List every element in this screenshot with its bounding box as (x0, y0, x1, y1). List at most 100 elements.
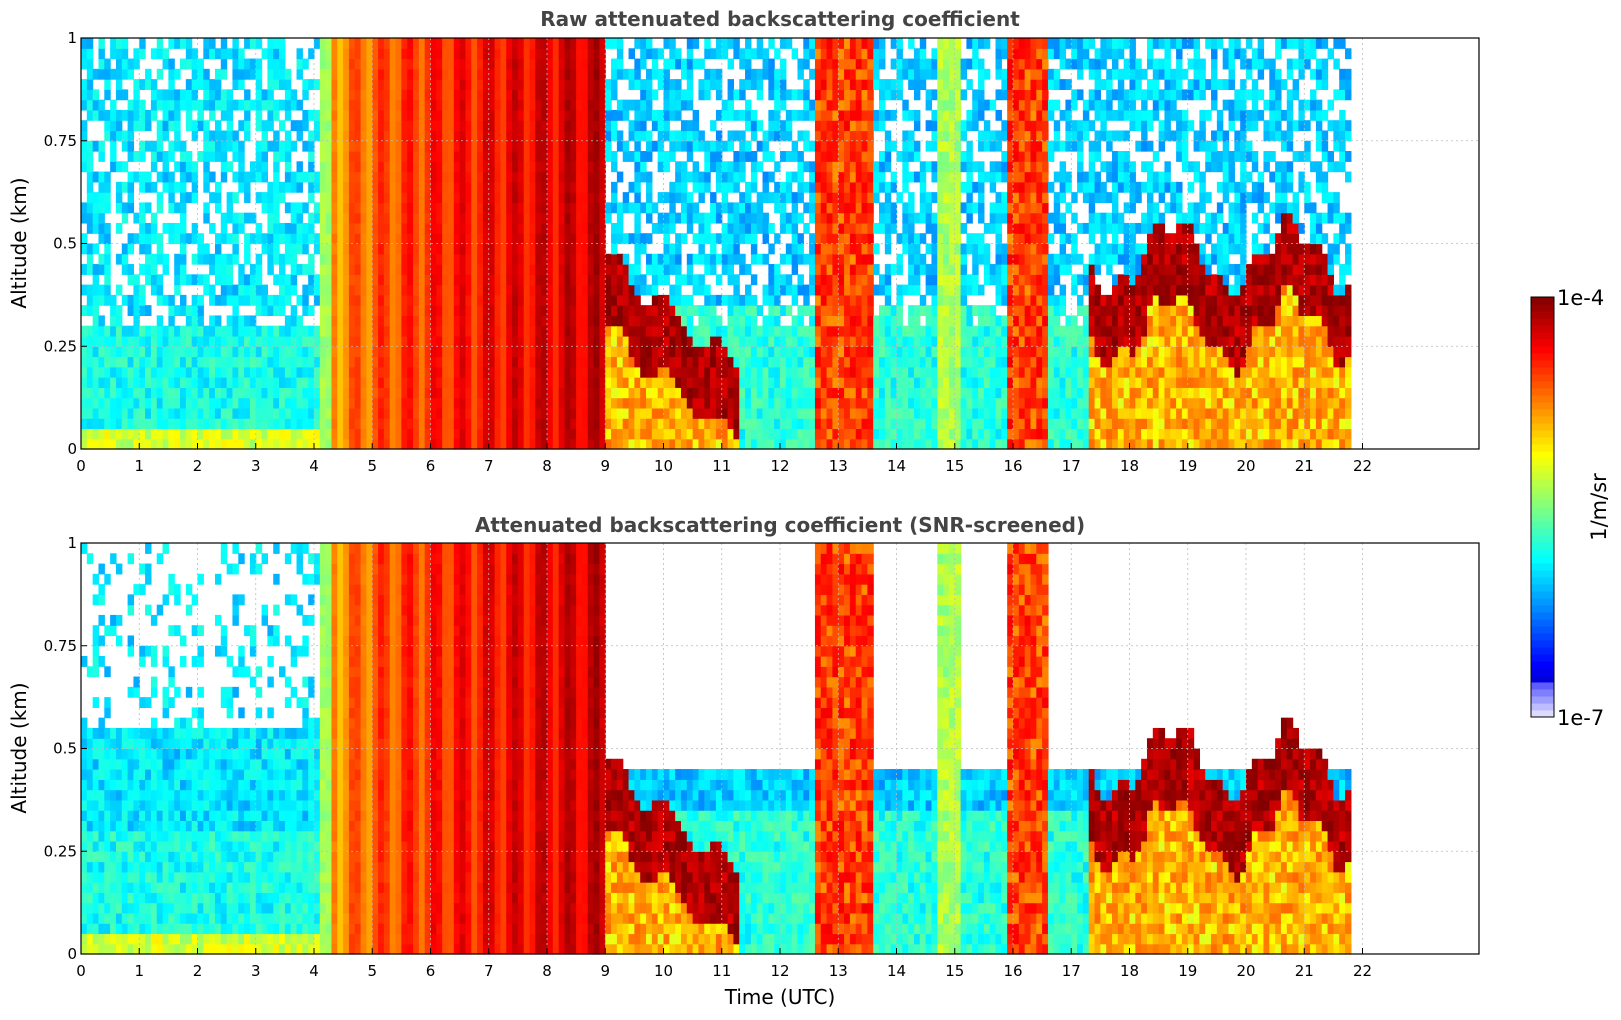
heatmap-cell (343, 243, 350, 255)
heatmap-cell (902, 58, 909, 70)
heatmap-cell (191, 120, 199, 132)
heatmap-cell (459, 274, 467, 286)
heatmap-cell (634, 438, 641, 450)
heatmap-cell (337, 38, 344, 49)
heatmap-cell (471, 120, 478, 132)
heatmap-cell (570, 418, 577, 430)
heatmap-cell (884, 438, 892, 450)
heatmap-cell (325, 325, 333, 337)
heatmap-cell (238, 315, 245, 327)
heatmap-cell (343, 356, 350, 368)
heatmap-cell (680, 294, 688, 306)
heatmap-cell (436, 181, 443, 193)
heatmap-cell (249, 387, 257, 399)
heatmap-cell (896, 387, 903, 399)
heatmap-cell (395, 222, 402, 234)
heatmap-cell (663, 89, 670, 101)
heatmap-cell (174, 346, 181, 358)
heatmap-cell (360, 109, 368, 121)
heatmap-cell (692, 397, 700, 409)
heatmap-cell (669, 315, 676, 327)
heatmap-cell (809, 264, 816, 275)
heatmap-cell (115, 120, 123, 132)
heatmap-cell (366, 192, 373, 203)
heatmap-cell (535, 233, 542, 245)
heatmap-cell (378, 397, 385, 409)
heatmap-cell (482, 315, 490, 327)
heatmap-cell (925, 428, 933, 440)
heatmap-cell (558, 243, 566, 255)
heatmap-cell (704, 181, 711, 193)
heatmap-cell (803, 428, 810, 440)
heatmap-cell (855, 58, 863, 70)
heatmap-cell (331, 233, 338, 245)
heatmap-cell (913, 68, 921, 80)
heatmap-cell (721, 428, 729, 440)
heatmap-cell (512, 356, 519, 368)
heatmap-cell (92, 192, 100, 203)
heatmap-cell (849, 171, 857, 183)
heatmap-cell (721, 181, 729, 193)
heatmap-cell (197, 99, 204, 111)
heatmap-cell (168, 192, 175, 203)
heatmap-cell (768, 397, 775, 409)
heatmap-cell (314, 407, 321, 419)
heatmap-cell (780, 130, 787, 142)
heatmap-cell (844, 366, 851, 378)
heatmap-cell (81, 38, 88, 49)
heatmap-cell (92, 418, 100, 430)
heatmap-cell (127, 171, 135, 183)
heatmap-cell (616, 315, 624, 327)
heatmap-cell (424, 151, 432, 162)
heatmap-cell (780, 377, 787, 388)
heatmap-cell (558, 356, 566, 368)
heatmap-cell (150, 346, 158, 358)
heatmap-cell (669, 192, 676, 203)
heatmap-cell (581, 222, 589, 234)
heatmap-cell (249, 356, 257, 368)
heatmap-cell (675, 140, 682, 152)
heatmap-cell (180, 38, 187, 49)
heatmap-cell (436, 212, 443, 224)
heatmap-cell (354, 120, 362, 132)
heatmap-cell (576, 161, 583, 173)
heatmap-cell (98, 171, 105, 183)
heatmap-cell (715, 253, 723, 265)
heatmap-cell (92, 325, 100, 337)
heatmap-cell (879, 161, 886, 173)
heatmap-cell (814, 48, 822, 60)
heatmap-cell (523, 253, 531, 265)
heatmap-cell (494, 202, 501, 214)
heatmap-cell (156, 140, 164, 152)
heatmap-cell (873, 222, 880, 234)
heatmap-cell (634, 222, 641, 234)
heatmap-cell (879, 120, 886, 132)
heatmap-cell (290, 99, 298, 111)
heatmap-cell (780, 366, 787, 378)
heatmap-cell (453, 274, 461, 286)
heatmap-cell (209, 140, 216, 152)
heatmap-cell (92, 222, 100, 234)
heatmap-cell (640, 243, 647, 255)
heatmap-cell (459, 418, 467, 430)
heatmap-cell (214, 192, 222, 203)
heatmap-cell (465, 335, 472, 347)
heatmap-cell (599, 151, 606, 162)
heatmap-cell (634, 387, 641, 399)
heatmap-cell (115, 335, 123, 347)
heatmap-cell (401, 233, 408, 245)
heatmap-cell (640, 161, 647, 173)
heatmap-cell (832, 315, 839, 327)
heatmap-cell (896, 305, 903, 317)
heatmap-cell (861, 377, 868, 388)
heatmap-cell (418, 181, 426, 193)
heatmap-cell (115, 222, 123, 234)
heatmap-cell (133, 418, 140, 430)
heatmap-cell (523, 243, 531, 255)
heatmap-cell (348, 418, 356, 430)
heatmap-cell (564, 202, 571, 214)
heatmap-cell (611, 89, 618, 101)
heatmap-cell (552, 89, 560, 101)
heatmap-cell (372, 377, 379, 388)
heatmap-cell (663, 397, 670, 409)
